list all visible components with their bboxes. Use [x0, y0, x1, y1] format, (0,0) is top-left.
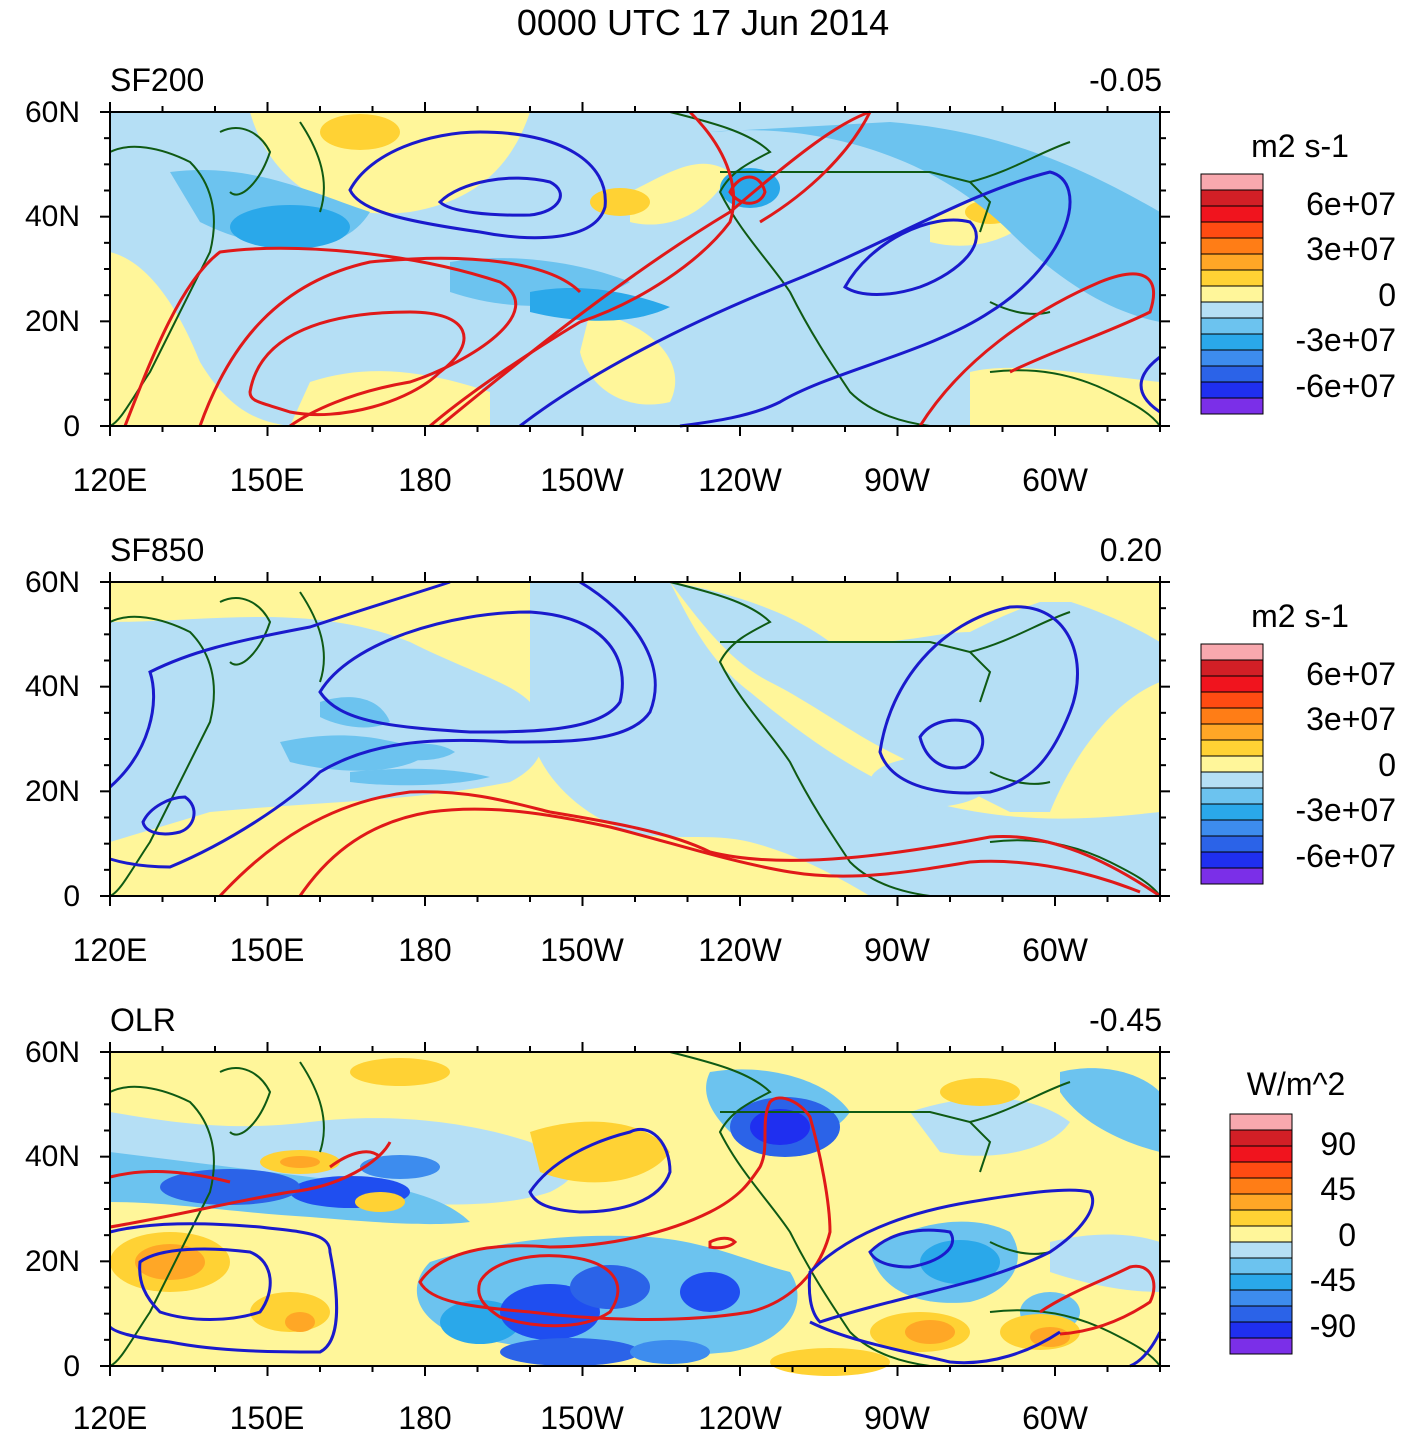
colorbar-label: 3e+07: [1306, 231, 1396, 267]
lon-label-120e: 120E: [72, 462, 148, 498]
lon-label-90w: 90W: [864, 462, 930, 498]
lat-label-40n: 40N: [24, 200, 80, 233]
panel-correlation-sf850: 0.20: [1099, 532, 1162, 568]
lon-label-180: 180: [398, 462, 452, 498]
colorbar-label: 45: [1320, 1171, 1356, 1207]
lon-label-60w: 60W: [1022, 462, 1088, 498]
lon-label-150e: 150E: [229, 1400, 305, 1436]
page-title: 0000 UTC 17 Jun 2014: [516, 2, 890, 43]
lat-label-0: 0: [63, 880, 80, 913]
colorbar-label: 3e+07: [1306, 701, 1396, 737]
colorbar-label: 0: [1378, 747, 1396, 783]
colorbar-label: -3e+07: [1295, 792, 1396, 828]
panel-correlation-sf200: -0.05: [1089, 62, 1162, 98]
lat-label-0: 0: [63, 1350, 80, 1383]
lon-label-120w: 120W: [698, 462, 782, 498]
colorbar-swatch: [1200, 867, 1264, 885]
lon-label-120e: 120E: [72, 1400, 148, 1436]
lon-label-150w: 150W: [540, 932, 624, 968]
colorbar-label: 0: [1378, 277, 1396, 313]
colorbar-sf850: [1200, 643, 1264, 885]
lon-label-60w: 60W: [1022, 1400, 1088, 1436]
lon-label-180: 180: [398, 1400, 452, 1436]
units-olr: W/m^2: [1246, 1066, 1346, 1102]
lat-label-60n: 60N: [24, 566, 80, 599]
lat-label-40n: 40N: [24, 670, 80, 703]
lon-label-150e: 150E: [229, 462, 305, 498]
lat-label-40n: 40N: [24, 1140, 80, 1173]
panel-label-sf850: SF850: [110, 532, 205, 568]
units-sf850: m2 s-1: [1251, 598, 1349, 634]
colorbar-label: 6e+07: [1306, 186, 1396, 222]
lat-label-20n: 20N: [24, 1245, 80, 1278]
panel-label-sf200: SF200: [110, 62, 205, 98]
lon-label-90w: 90W: [864, 932, 930, 968]
colorbar-label: 6e+07: [1306, 656, 1396, 692]
lon-label-90w: 90W: [864, 1400, 930, 1436]
colorbar-label: -3e+07: [1295, 322, 1396, 358]
colorbar-label: 0: [1338, 1217, 1356, 1253]
lon-label-60w: 60W: [1022, 932, 1088, 968]
lat-label-20n: 20N: [24, 775, 80, 808]
panel-label-olr: OLR: [110, 1002, 176, 1038]
colorbar-swatch: [1229, 1337, 1293, 1355]
lat-label-60n: 60N: [24, 1036, 80, 1069]
colorbar-sf200: [1200, 173, 1264, 415]
colorbar-olr: [1229, 1113, 1293, 1355]
lat-label-20n: 20N: [24, 305, 80, 338]
colorbar-swatch: [1200, 397, 1264, 415]
lon-label-150w: 150W: [540, 1400, 624, 1436]
panel-correlation-olr: -0.45: [1089, 1002, 1162, 1038]
lon-label-120w: 120W: [698, 1400, 782, 1436]
lon-label-180: 180: [398, 932, 452, 968]
colorbar-label: -90: [1309, 1308, 1356, 1344]
colorbar-label: -6e+07: [1295, 368, 1396, 404]
colorbar-label: 90: [1320, 1126, 1356, 1162]
lat-label-0: 0: [63, 410, 80, 443]
lon-label-120w: 120W: [698, 932, 782, 968]
colorbar-label: -6e+07: [1295, 838, 1396, 874]
lon-label-150e: 150E: [229, 932, 305, 968]
units-sf200: m2 s-1: [1251, 128, 1349, 164]
colorbar-label: -45: [1309, 1262, 1356, 1298]
lon-label-150w: 150W: [540, 462, 624, 498]
lon-label-120e: 120E: [72, 932, 148, 968]
lat-label-60n: 60N: [24, 96, 80, 129]
